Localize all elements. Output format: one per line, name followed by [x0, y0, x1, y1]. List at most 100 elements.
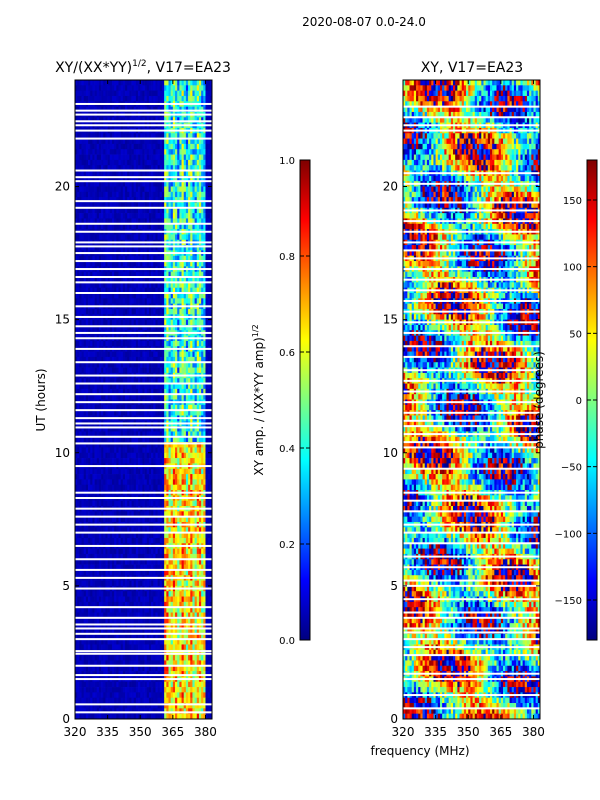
- heatmap-cell: [142, 410, 145, 416]
- heatmap-cell: [114, 261, 117, 267]
- heatmap-cell: [131, 340, 135, 347]
- heatmap-cell: [75, 404, 78, 411]
- heatmap-cell: [81, 90, 85, 97]
- heatmap-cell: [196, 458, 200, 464]
- heatmap-cell: [129, 474, 132, 480]
- heatmap-cell: [196, 426, 200, 432]
- heatmap-cell: [116, 133, 119, 139]
- heatmap-cell: [85, 223, 89, 230]
- heatmap-cell: [190, 255, 193, 262]
- heatmap-cell: [77, 447, 80, 454]
- heatmap-cell: [209, 181, 213, 187]
- heatmap-cell: [201, 383, 204, 390]
- heatmap-cell: [133, 468, 137, 475]
- heatmap-cell: [111, 191, 115, 198]
- heatmap-cell: [94, 479, 98, 486]
- heatmap-cell: [103, 319, 106, 326]
- heatmap-cell: [90, 261, 93, 267]
- heatmap-cell: [105, 181, 108, 187]
- heatmap-cell: [77, 298, 80, 304]
- heatmap-cell: [122, 154, 126, 161]
- heatmap-cell: [81, 298, 85, 304]
- heatmap-cell: [201, 175, 204, 182]
- heatmap-cell: [161, 95, 165, 102]
- heatmap-cell: [198, 95, 202, 102]
- heatmap-cell: [168, 191, 172, 198]
- heatmap-cell: [153, 410, 156, 416]
- heatmap-cell: [194, 234, 198, 241]
- heatmap-cell: [133, 474, 137, 480]
- heatmap-cell: [125, 234, 128, 241]
- heatmap-cell: [209, 223, 213, 230]
- heatmap-cell: [133, 378, 137, 384]
- heatmap-cell: [192, 431, 195, 438]
- heatmap-cell: [109, 378, 113, 384]
- heatmap-cell: [168, 165, 172, 171]
- heatmap-cell: [188, 308, 191, 315]
- heatmap-cell: [133, 95, 137, 102]
- heatmap-cell: [144, 426, 148, 432]
- heatmap-cell: [135, 426, 139, 432]
- heatmap-cell: [114, 447, 117, 454]
- heatmap-cell: [175, 138, 178, 145]
- heatmap-cell: [109, 431, 113, 438]
- heatmap-cell: [125, 351, 128, 358]
- heatmap-cell: [125, 154, 128, 161]
- heatmap-cell: [83, 106, 87, 113]
- heatmap-cell: [90, 202, 93, 209]
- heatmap-cell: [207, 431, 211, 438]
- heatmap-cell: [155, 133, 158, 139]
- heatmap-cell: [140, 95, 143, 102]
- heatmap-cell: [101, 170, 104, 177]
- heatmap-cell: [175, 159, 178, 166]
- heatmap-cell: [79, 159, 82, 166]
- heatmap-cell: [194, 298, 198, 304]
- heatmap-cell: [105, 117, 108, 123]
- heatmap-cell: [111, 149, 115, 155]
- heatmap-cell: [131, 218, 135, 225]
- heatmap-cell: [144, 207, 148, 214]
- heatmap-cell: [81, 410, 85, 416]
- heatmap-cell: [177, 80, 180, 86]
- heatmap-cell: [101, 500, 104, 507]
- heatmap-cell: [157, 218, 161, 225]
- heatmap-cell: [205, 202, 208, 209]
- heatmap-cell: [109, 95, 113, 102]
- heatmap-cell: [77, 138, 80, 145]
- heatmap-cell: [166, 484, 169, 491]
- heatmap-cell: [92, 255, 95, 262]
- heatmap-cell: [175, 234, 178, 241]
- heatmap-cell: [77, 170, 80, 177]
- heatmap-cell: [118, 154, 122, 161]
- heatmap-cell: [75, 484, 78, 491]
- heatmap-cell: [88, 223, 91, 230]
- heatmap-cell: [133, 117, 137, 123]
- heatmap-cell: [85, 500, 89, 507]
- heatmap-cell: [105, 351, 108, 358]
- heatmap-cell: [135, 255, 139, 262]
- heatmap-cell: [194, 394, 198, 400]
- heatmap-cell: [209, 133, 213, 139]
- heatmap-cell: [166, 143, 169, 150]
- heatmap-cell: [194, 138, 198, 145]
- heatmap-cell: [77, 218, 80, 225]
- heatmap-cell: [138, 154, 141, 161]
- heatmap-cell: [135, 95, 139, 102]
- heatmap-cell: [79, 298, 82, 304]
- heatmap-cell: [88, 117, 91, 123]
- heatmap-cell: [122, 223, 126, 230]
- heatmap-cell: [131, 436, 135, 443]
- heatmap-cell: [153, 383, 156, 390]
- heatmap-cell: [135, 170, 139, 177]
- heatmap-cell: [144, 181, 148, 187]
- heatmap-cell: [164, 143, 167, 150]
- heatmap-cell: [157, 362, 161, 368]
- heatmap-cell: [75, 138, 78, 145]
- heatmap-cell: [203, 367, 206, 374]
- heatmap-cell: [155, 213, 158, 219]
- heatmap-cell: [164, 213, 167, 219]
- heatmap-cell: [77, 308, 80, 315]
- heatmap-cell: [207, 293, 211, 299]
- heatmap-cell: [148, 207, 152, 214]
- heatmap-cell: [198, 468, 202, 475]
